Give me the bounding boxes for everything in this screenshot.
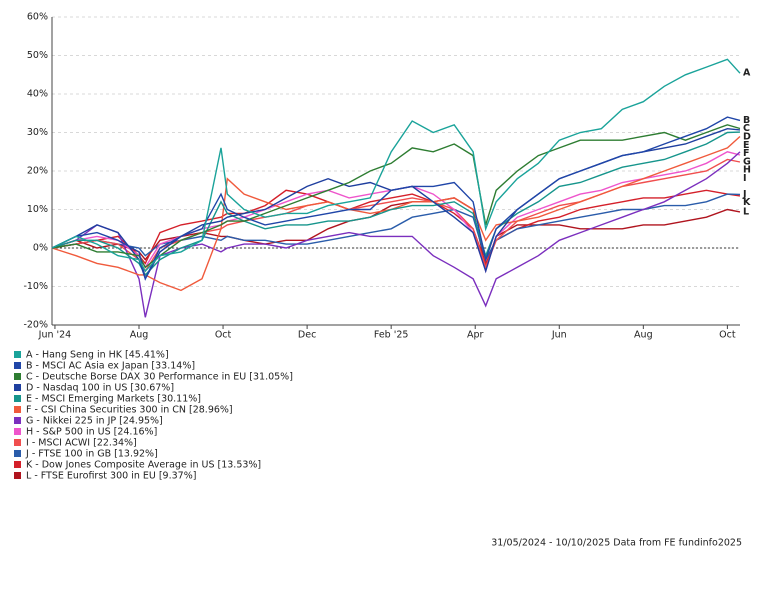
end-label: I xyxy=(743,173,747,184)
legend-label: D - Nasdaq 100 in US [30.67%] xyxy=(26,383,174,394)
legend-label: A - Hang Seng in HK [45.41%] xyxy=(26,350,169,361)
series-line xyxy=(51,158,741,273)
series-line xyxy=(51,189,741,266)
footnote: 31/05/2024 - 10/10/2025 Data from FE fun… xyxy=(491,538,742,549)
end-label: A xyxy=(743,68,751,79)
legend-label: F - CSI China Securities 300 in CN [28.9… xyxy=(26,405,233,416)
end-label: G xyxy=(743,156,751,167)
legend-label: E - MSCI Emerging Markets [30.11%] xyxy=(26,394,201,405)
legend-swatch xyxy=(14,406,21,413)
legend-label: L - FTSE Eurofirst 300 in EU [9.37%] xyxy=(26,471,196,482)
y-tick-label: 20% xyxy=(27,166,48,177)
series-line xyxy=(51,116,741,281)
end-label: K xyxy=(743,197,751,208)
legend-swatch xyxy=(14,384,21,391)
legend-label: I - MSCI ACWI [22.34%] xyxy=(26,438,137,449)
end-label: B xyxy=(743,115,750,126)
end-label: E xyxy=(743,140,750,151)
x-tick-label: Oct xyxy=(215,330,232,341)
y-tick-label: 10% xyxy=(27,204,48,215)
x-tick-label: Jun xyxy=(551,330,567,341)
end-label: H xyxy=(743,165,751,176)
x-tick-label: Oct xyxy=(719,330,736,341)
series-line xyxy=(51,193,741,262)
series-line xyxy=(51,197,741,270)
y-tick-label: 60% xyxy=(27,12,48,23)
end-label: L xyxy=(743,206,749,217)
x-tick-label: Apr xyxy=(467,330,484,341)
y-tick-label: 0% xyxy=(33,243,48,254)
end-label: D xyxy=(743,132,751,143)
legend-swatch xyxy=(14,439,21,446)
series-line xyxy=(51,131,741,277)
x-tick-label: Jun '24 xyxy=(38,330,72,341)
legend-label: K - Dow Jones Composite Average in US [1… xyxy=(26,460,261,471)
legend-label: J - FTSE 100 in GB [13.92%] xyxy=(25,449,158,460)
legend-label: C - Deutsche Borse DAX 30 Performance in… xyxy=(26,372,293,383)
legend-swatch xyxy=(14,472,21,479)
legend-swatch xyxy=(14,417,21,424)
series-line xyxy=(51,151,741,318)
y-tick-label: -10% xyxy=(23,281,48,292)
series-line xyxy=(51,58,741,273)
end-label: J xyxy=(742,189,747,200)
legend-swatch xyxy=(14,450,21,457)
legend-swatch xyxy=(14,395,21,402)
y-tick-label: 30% xyxy=(27,127,48,138)
end-label: F xyxy=(743,148,750,159)
legend-label: H - S&P 500 in US [24.16%] xyxy=(26,427,157,438)
y-tick-label: -20% xyxy=(23,320,48,331)
legend-label: B - MSCI AC Asia ex Japan [33.14%] xyxy=(26,361,195,372)
y-tick-label: 50% xyxy=(27,50,48,61)
legend-swatch xyxy=(14,362,21,369)
end-label: C xyxy=(743,123,750,134)
legend-swatch xyxy=(14,351,21,358)
legend-swatch xyxy=(14,373,21,380)
legend-swatch xyxy=(14,461,21,468)
legend-swatch xyxy=(14,428,21,435)
x-tick-label: Aug xyxy=(130,330,149,341)
x-tick-label: Dec xyxy=(298,330,316,341)
legend-label: G - Nikkei 225 in JP [24.95%] xyxy=(26,416,163,427)
x-tick-label: Aug xyxy=(634,330,653,341)
y-tick-label: 40% xyxy=(27,89,48,100)
x-tick-label: Feb '25 xyxy=(374,330,409,341)
